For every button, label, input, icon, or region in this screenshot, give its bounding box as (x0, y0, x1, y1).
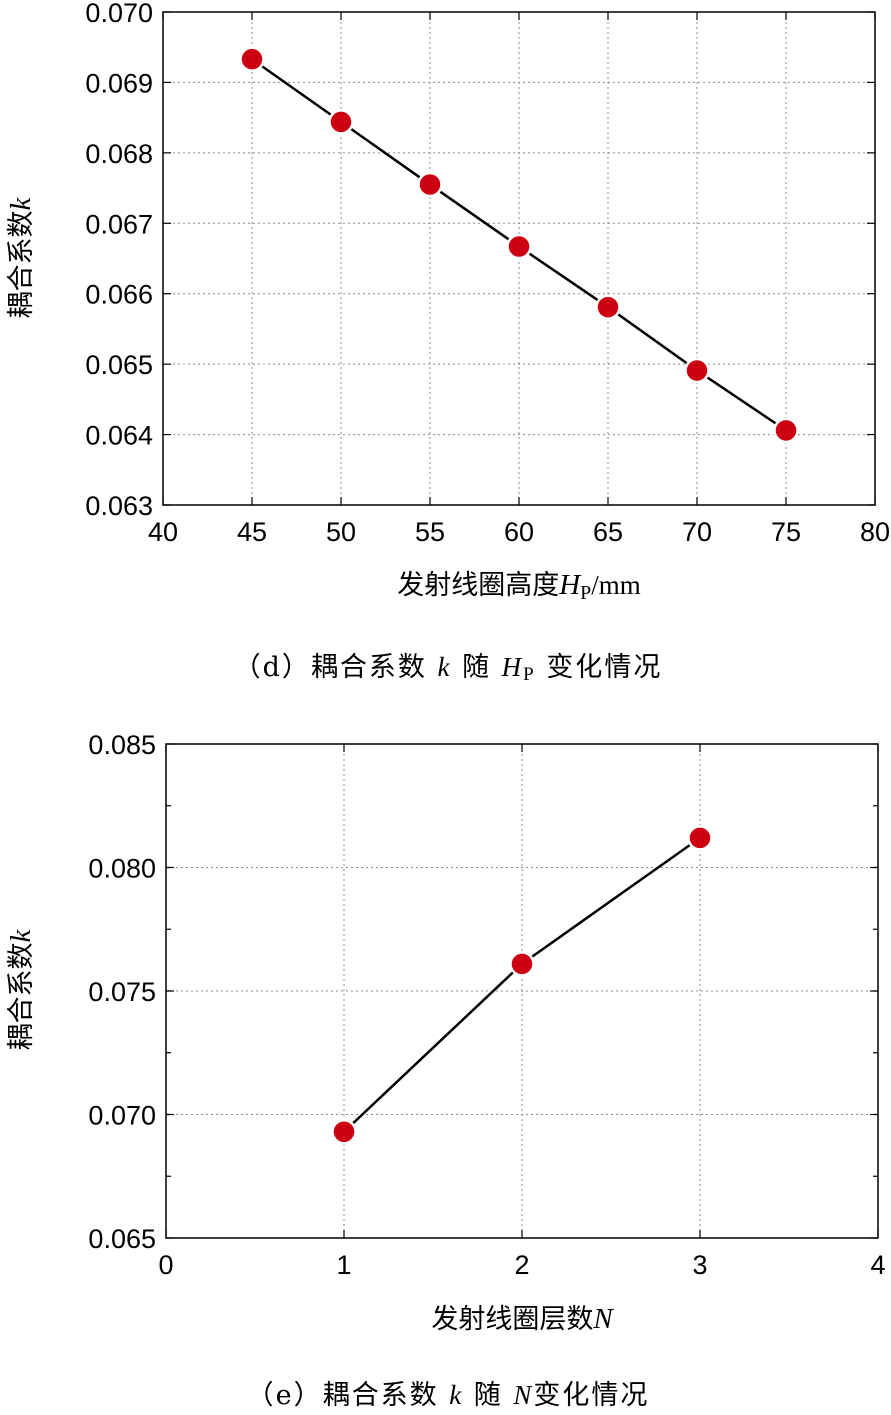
chart-d: 40 45 50 55 60 65 70 75 80 0.063 0.064 0.065 0.066 0.… (5, 0, 890, 685)
chart-e-caption: （e）耦合系数 k 随 N变化情况 (247, 1380, 650, 1411)
chart-d-x-tick-label: 40 (148, 517, 178, 547)
chart-d-y-tick-label: 0.069 (85, 68, 153, 98)
chart-d-data-point (417, 171, 443, 198)
chart-d-data-point (773, 417, 799, 444)
chart-e-y-tick-label: 0.070 (88, 1101, 156, 1131)
chart-d-data-point (328, 109, 354, 135)
chart-e: 0 1 2 3 4 0.065 0.070 0.075 0.080 0.085 发射线圈层数N 耦… (5, 730, 886, 1411)
chart-e-data-point (687, 825, 713, 851)
chart-e-x-tick-label: 2 (514, 1250, 529, 1280)
chart-e-plot-frame (165, 743, 879, 1239)
chart-e-grid (165, 743, 879, 1239)
chart-e-x-tick-label: 0 (158, 1250, 173, 1280)
chart-d-x-tick-label: 45 (237, 517, 267, 547)
chart-d-x-tick-label: 70 (682, 517, 712, 547)
chart-d-y-tick-label: 0.066 (85, 280, 153, 310)
chart-d-data-point (684, 357, 710, 384)
chart-d-series (239, 46, 799, 444)
chart-d-caption: （d）耦合系数 k 随 HP 变化情况 (234, 652, 663, 685)
chart-e-y-tick-label: 0.085 (88, 730, 156, 760)
chart-d-x-tick-label: 65 (593, 517, 623, 547)
chart-e-data-point (509, 951, 535, 977)
chart-d-data-point (239, 46, 265, 72)
chart-d-y-tick-label: 0.064 (85, 421, 153, 451)
chart-d-x-tick-label: 60 (504, 517, 534, 547)
chart-d-tick-labels: 40 45 50 55 60 65 70 75 80 0.063 0.064 0.065 0.066 0.… (85, 0, 890, 547)
chart-e-x-tick-label: 1 (336, 1250, 351, 1280)
chart-e-y-tick-label: 0.075 (88, 977, 156, 1007)
chart-d-y-tick-label: 0.063 (85, 491, 153, 521)
chart-d-y-tick-label: 0.070 (85, 0, 153, 28)
chart-d-x-axis-title: 发射线圈高度HP/mm (397, 569, 641, 604)
chart-e-tick-labels: 0 1 2 3 4 0.065 0.070 0.075 0.080 0.085 (88, 730, 885, 1280)
chart-d-x-tick-label: 50 (326, 517, 356, 547)
chart-d-y-tick-label: 0.067 (85, 209, 153, 239)
chart-e-y-axis-title: 耦合系数k (5, 928, 37, 1050)
chart-d-x-tick-label: 55 (415, 517, 445, 547)
chart-e-y-tick-label: 0.065 (88, 1224, 156, 1254)
chart-d-y-tick-label: 0.068 (85, 139, 153, 169)
chart-e-data-point (331, 1119, 357, 1145)
chart-d-x-tick-label: 80 (860, 517, 890, 547)
chart-e-series (331, 825, 713, 1145)
chart-e-x-tick-label: 3 (692, 1250, 707, 1280)
chart-d-data-point (506, 233, 532, 260)
chart-e-x-axis-title: 发射线圈层数N (431, 1303, 614, 1335)
chart-d-plot-frame (162, 11, 876, 506)
chart-d-x-tick-label: 75 (771, 517, 801, 547)
chart-d-y-tick-label: 0.065 (85, 350, 153, 380)
chart-d-data-point (595, 294, 621, 320)
chart-e-x-tick-label: 4 (870, 1250, 885, 1280)
chart-d-y-axis-title: 耦合系数k (5, 196, 37, 318)
chart-e-y-tick-label: 0.080 (88, 854, 156, 884)
